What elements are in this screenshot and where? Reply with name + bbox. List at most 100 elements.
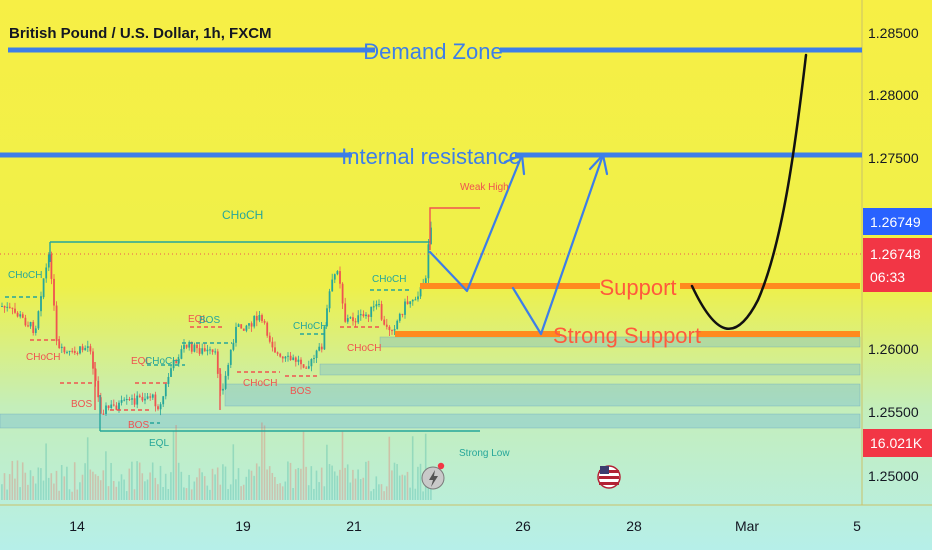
candle-body [66,351,68,353]
volume-bar [375,476,378,500]
candle-body [300,359,302,365]
candle-body [149,396,152,398]
volume-bar [112,480,115,500]
candle-body [63,346,66,353]
candle-body [29,322,32,327]
candle-body [125,399,128,401]
volume-bar [45,443,47,500]
price-tick: 1.27500 [868,150,919,166]
volume-bar [219,484,222,500]
zone-boxes [0,336,861,429]
candle-body [313,358,315,360]
candle-body [11,307,14,309]
volume-bar [29,470,32,500]
time-tick: Mar [735,518,759,534]
lightning-icon[interactable] [421,462,445,490]
candle-body [294,357,297,362]
candle-body [310,359,313,367]
volume-bar [302,431,305,500]
volume-bar [357,469,359,500]
candle-body [1,306,3,308]
volume-bar [274,476,276,500]
candle-body [37,311,40,329]
candle-body [175,359,178,364]
volume-bar [307,485,310,500]
candle-body [336,271,339,275]
candle-body [211,349,214,353]
countdown-text: 06:33 [870,269,905,285]
volume-text: 16.021K [870,435,923,451]
candle-body [112,404,115,406]
candle-body [258,315,261,321]
volume-bar [34,483,37,500]
candle-body [237,324,240,327]
candle-body [50,254,53,279]
candle-body [419,287,422,297]
volume-bar [310,466,313,500]
volume-bar [237,468,240,500]
candle-body [229,349,232,365]
candle-body [372,306,375,308]
volume-bar [287,461,289,500]
candle-body [151,394,154,398]
candle-body [268,335,271,342]
candle-body [58,341,61,349]
chart-title: British Pound / U.S. Dollar, 1h, FXCM [9,25,272,42]
candle-body [185,344,188,348]
volume-bar [281,486,284,500]
candle-body [292,357,295,361]
volume-bar [105,451,107,500]
candle-body [40,297,42,312]
candle-body [404,301,406,315]
volume-bar [76,489,79,500]
candle-body [209,349,211,351]
volume-bar [133,489,136,500]
volume-bar [326,444,328,500]
candle-body [196,344,198,349]
candle-body [68,350,71,352]
volume-bar [86,437,89,500]
candle-body [79,346,81,354]
choch-label: CHoCH [293,321,327,332]
candle-body [365,314,367,317]
volume-bar [276,483,279,500]
volume-bar [271,472,274,500]
volume-bar [193,481,196,500]
candle-body [357,315,360,323]
us-flag-icon[interactable] [597,465,621,489]
candle-body [47,254,50,268]
volume-bar [336,475,339,500]
candle-body [320,346,323,350]
candle-body [385,324,388,327]
volume-bar [144,481,146,500]
volume-bar [414,488,417,500]
candle-body [6,306,9,308]
volume-bar [263,425,266,500]
volume-bar [201,472,203,500]
volume-bar [268,466,271,500]
candle-body [19,314,22,317]
candle-body [305,367,308,369]
volume-bar [170,472,172,500]
volume-bar [94,474,97,500]
candle-body [34,328,37,333]
candle-body [331,279,334,292]
bos-label: BOS [290,386,311,397]
volume-bar [32,476,34,500]
volume-bar [341,431,344,500]
current-price-text: 1.26749 [870,214,921,230]
volume-bar [55,470,58,500]
candle-body [128,399,131,401]
volume-bar [362,477,365,500]
candle-body [60,346,63,349]
volume-bar [151,462,154,500]
volume-bar [250,470,253,500]
candle-body [198,348,201,354]
candle-body [183,344,185,350]
volume-bar [339,469,341,500]
volume-bar [120,474,123,500]
candle-body [307,366,310,369]
candle-body [157,406,159,410]
candle-body [424,278,427,284]
candle-body [253,315,256,327]
